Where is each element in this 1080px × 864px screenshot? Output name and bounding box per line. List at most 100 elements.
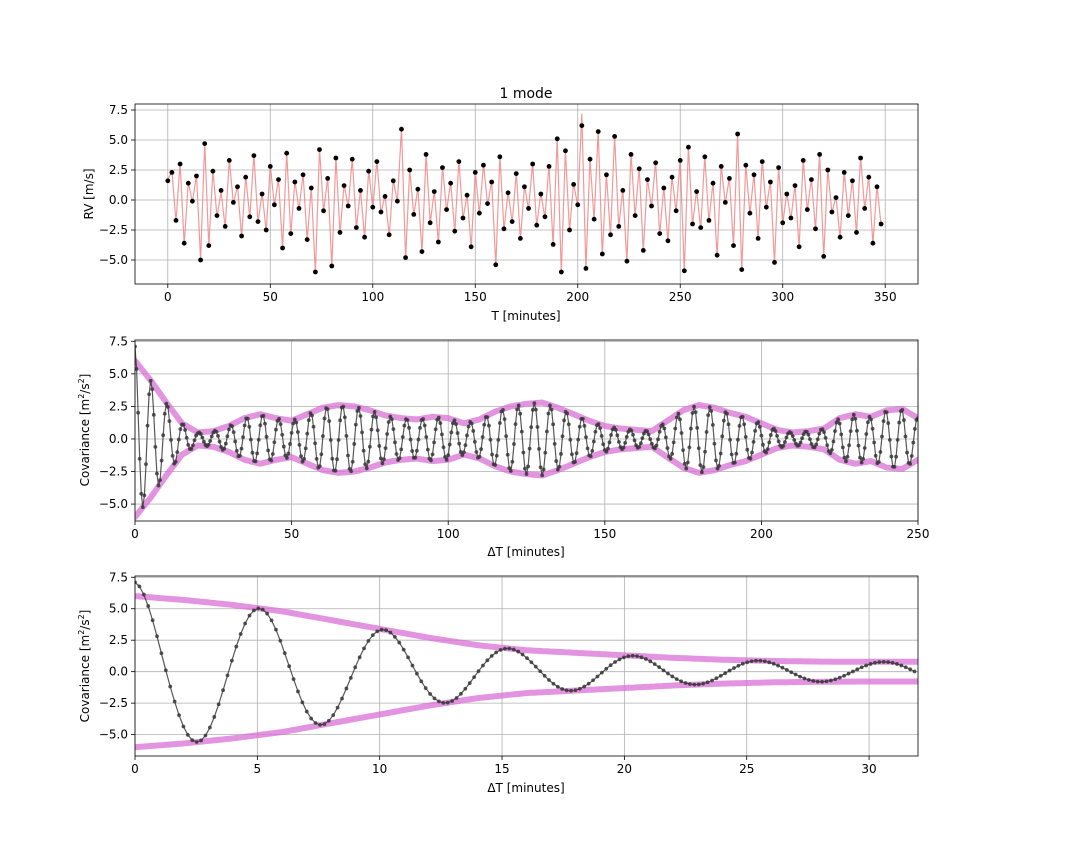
covariance-point [908,462,913,466]
covariance-point [798,440,803,445]
observation-point [698,225,704,231]
observation-point [399,126,404,132]
covariance-point [137,456,142,461]
x-tick-label: 50 [263,290,278,304]
observation-point [620,188,626,193]
covariance-point [263,421,267,426]
covariance-point [820,427,825,432]
covariance-point [751,439,756,444]
covariance-point [551,422,556,427]
covariance-point [463,443,468,448]
envelope-upper [135,593,918,665]
covariance-point [247,424,252,429]
covariance-point [487,423,491,428]
covariance-point [319,452,324,457]
covariance-point [505,452,510,457]
covariance-point [142,493,147,498]
observation-point [854,230,859,235]
observation-point [800,158,806,163]
covariance-point [856,443,861,448]
covariance-point [682,461,687,466]
covariance-point [247,613,252,618]
covariance-point [812,445,817,450]
x-tick-label: 15 [494,762,509,776]
observation-point [292,179,298,185]
observation-point [468,244,474,250]
covariance-point [692,404,696,409]
covariance-point [471,429,476,433]
covariance-point [349,469,354,474]
covariance-point [822,430,826,435]
covariance-point [239,446,244,451]
covariance-point [379,627,384,632]
covariance-point [916,416,918,421]
covariance-point [593,429,598,434]
covariance-point [328,438,333,442]
observation-point [226,158,232,163]
covariance-point [809,442,814,446]
covariance-point [414,448,419,453]
covariance-point [441,445,446,450]
covariance-point [208,439,213,443]
observation-point [198,257,203,263]
observation-point [218,188,224,193]
observation-point [210,168,216,174]
covariance-point [207,725,212,730]
covariance-point [909,454,914,458]
covariance-point [780,665,785,670]
covariance-point [806,678,811,682]
covariance-point [823,436,828,440]
observation-point [181,240,187,246]
covariance-point [355,409,360,413]
covariance-point [685,460,690,465]
covariance-point [350,459,355,464]
covariance-point [609,433,613,437]
covariance-point [701,465,706,469]
covariance-point [449,430,454,435]
covariance-point [181,724,186,729]
observation-point [165,178,171,184]
observation-point [751,172,757,178]
covariance-point [538,465,543,470]
covariance-point [538,669,543,674]
covariance-point [177,713,181,718]
covariance-point [699,470,704,475]
observation-point [177,161,183,167]
observation-point [366,168,372,174]
covariance-point [709,409,714,413]
covariance-point [811,679,816,683]
observation-point [411,212,417,217]
covariance-point [306,418,311,423]
observation-point [616,224,622,229]
covariance-point [429,458,433,463]
covariance-point [793,672,798,677]
covariance-point [601,442,606,447]
covariance-point [378,456,383,461]
observation-point [349,156,355,162]
covariance-point [817,431,822,436]
observation-point [489,179,495,185]
covariance-point [616,439,621,444]
covariance-point [732,666,736,670]
covariance-point [140,505,145,510]
covariance-point [781,443,786,448]
y-tick-label: −2.5 [99,696,128,710]
covariance-point [299,454,303,459]
covariance-point [353,665,358,670]
covariance-point [608,663,613,668]
observation-point [390,178,396,184]
covariance-point [548,403,552,408]
observation-point [485,201,490,207]
covariance-point [159,458,164,463]
covariance-point [604,666,609,671]
observation-point [230,200,236,205]
covariance-point [831,439,836,444]
observation-point [243,174,249,180]
covariance-point [740,661,745,666]
covariance-point [710,423,715,427]
observation-point [472,170,478,175]
covariance-point [665,446,670,450]
covariance-point [753,428,758,433]
covariance-point [847,443,851,448]
covariance-point [264,434,269,439]
